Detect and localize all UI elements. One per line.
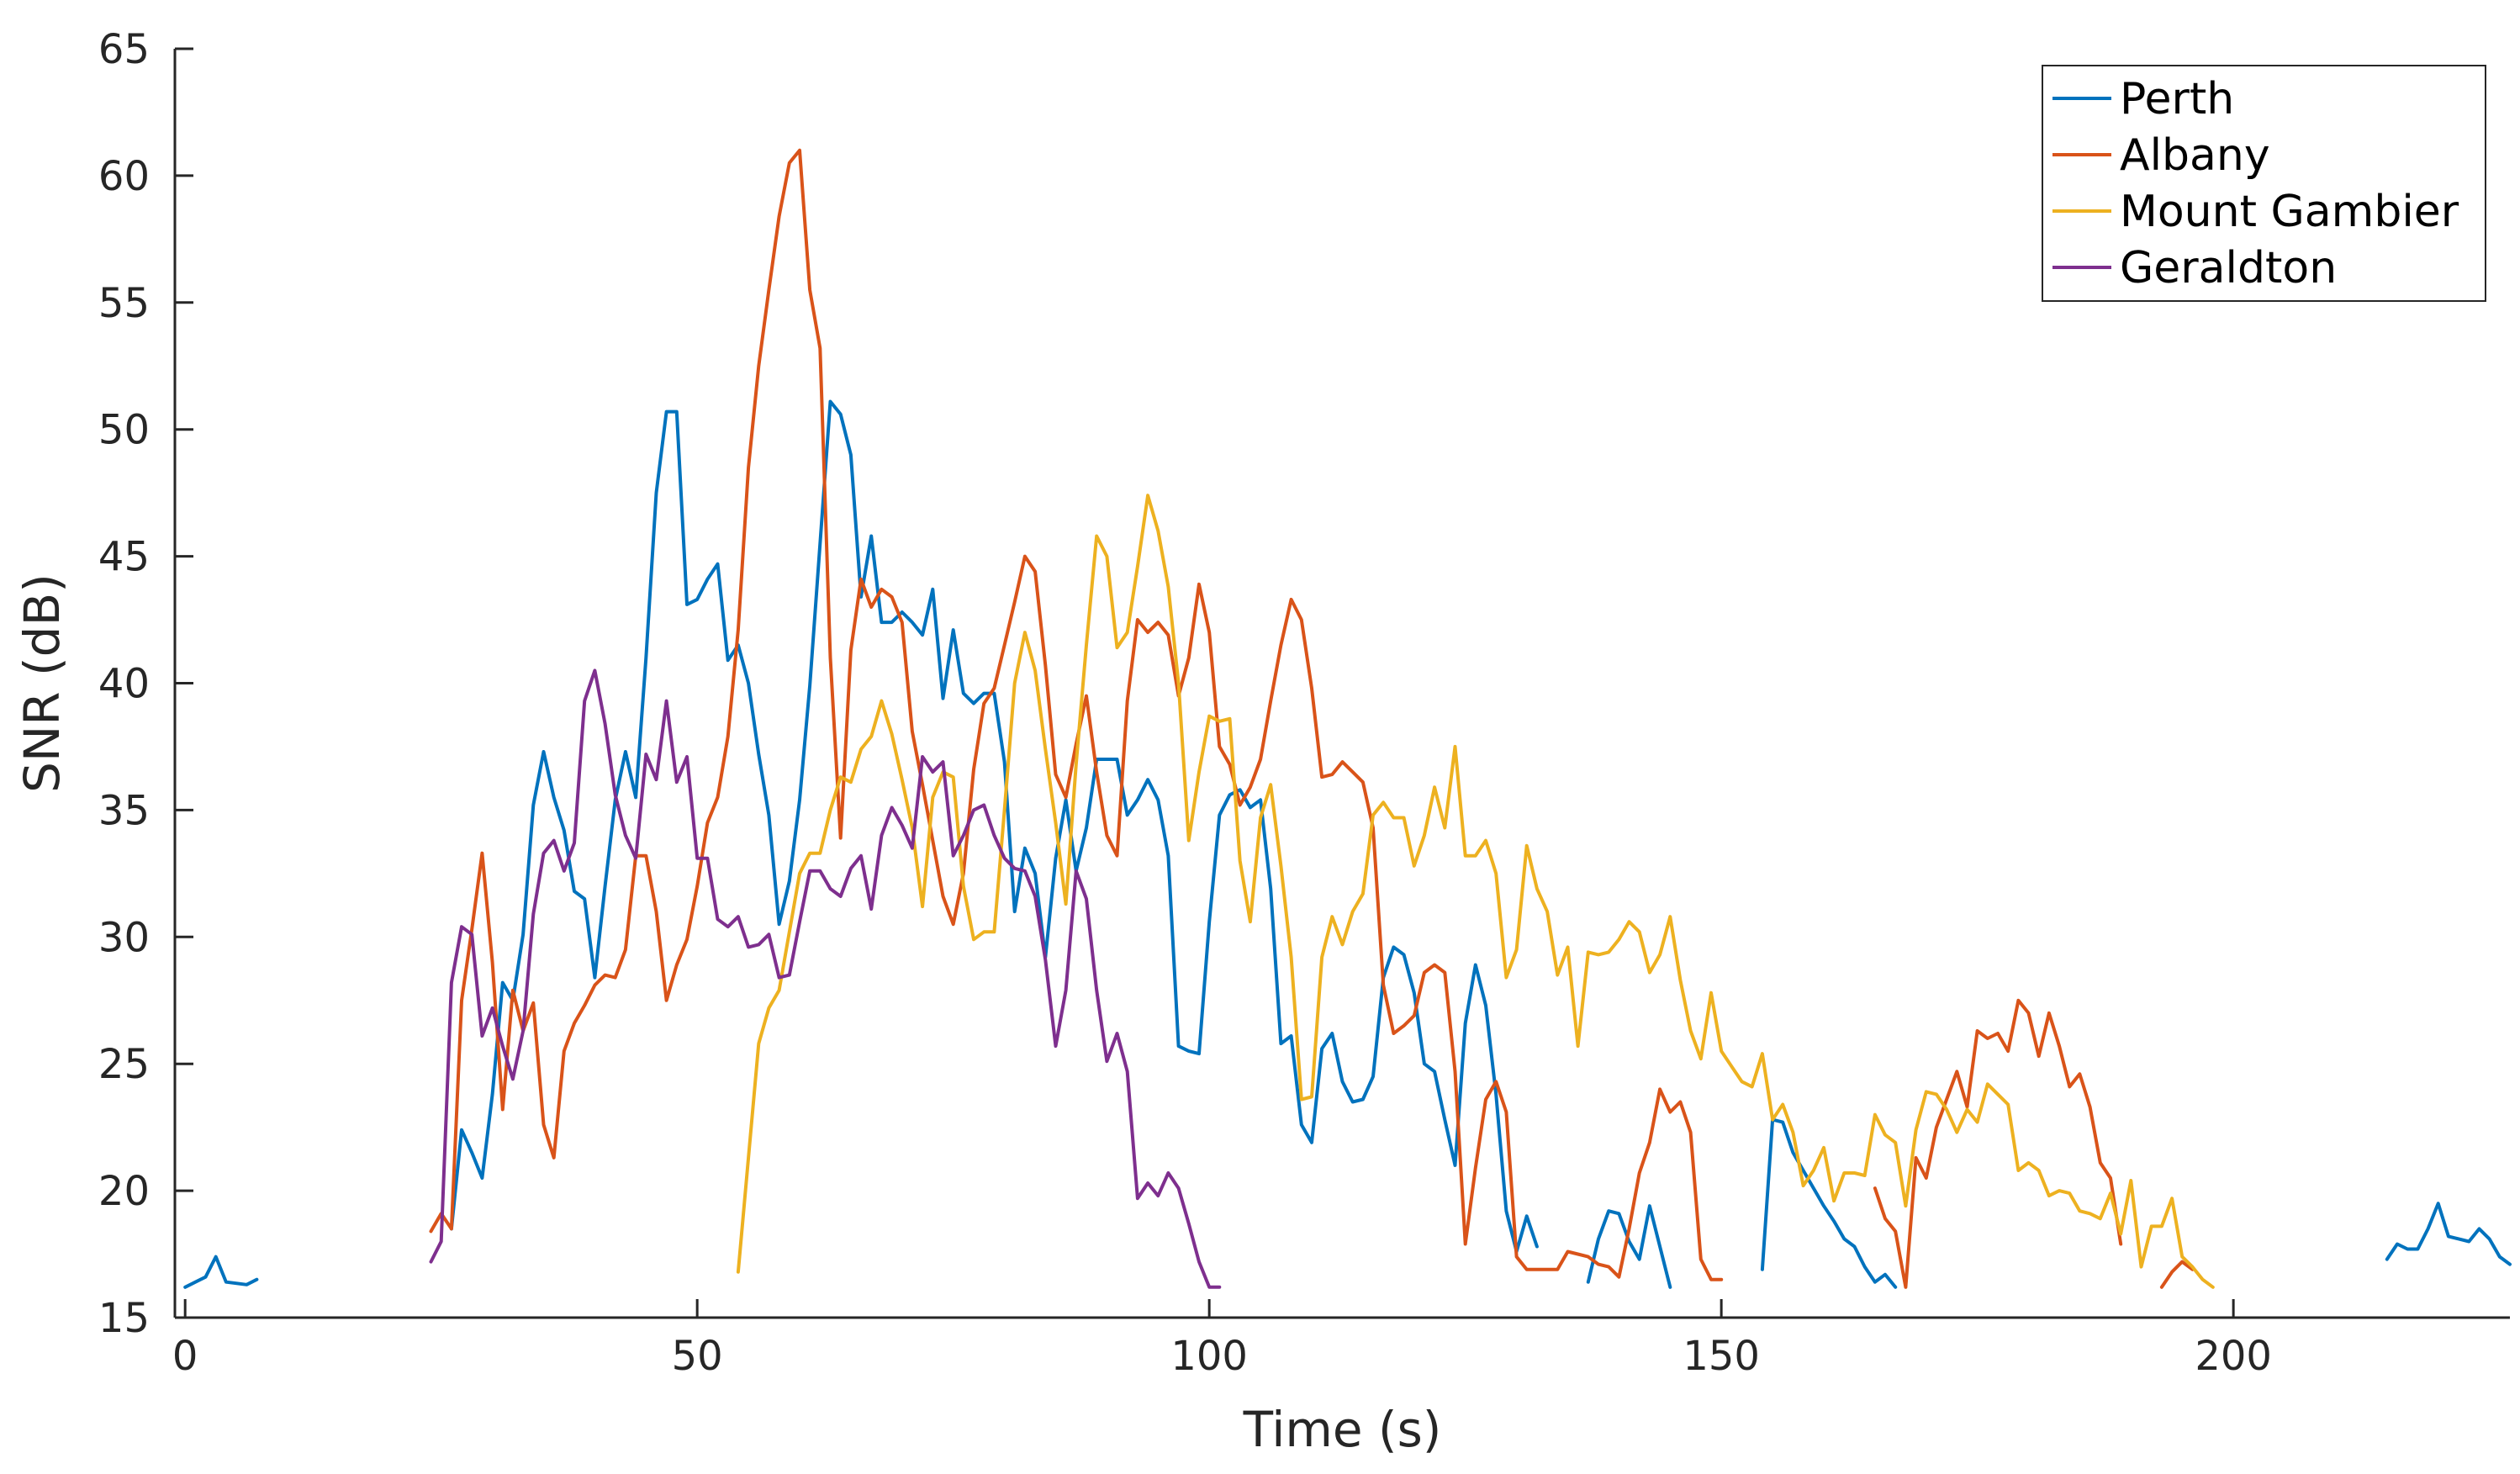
x-tick-label: 100 (1170, 1333, 1248, 1380)
series-line (429, 668, 1222, 1289)
series-line (1586, 1204, 1672, 1289)
legend-box (2042, 65, 2486, 302)
legend-label: Geraldton (2120, 243, 2337, 293)
y-tick-label: 60 (98, 153, 150, 200)
y-tick-label: 45 (98, 534, 150, 581)
series-line (1760, 1117, 1898, 1289)
y-ticks: 15 20 25 30 35 40 45 50 55 60 65 (98, 26, 193, 1342)
x-tick-label: 0 (172, 1333, 198, 1380)
series-geraldton (429, 668, 1222, 1289)
axes-layer: 0 50 100 150 200 15 20 25 30 35 40 45 50 55 60 65 (98, 26, 2510, 1380)
legend: Perth Albany Mount Gambier Geraldton (2042, 65, 2486, 302)
legend-label: Mount Gambier (2120, 187, 2459, 237)
series-line (449, 399, 1539, 1254)
plot-area: 0 50 100 150 200 15 20 25 30 35 40 45 50 55 60 65 (98, 26, 2512, 1380)
series-line (736, 494, 2215, 1289)
series-line (183, 1255, 259, 1289)
x-tick-label: 50 (672, 1333, 723, 1380)
y-axis-label: SNR (dB) (13, 573, 71, 793)
y-tick-label: 55 (98, 280, 150, 327)
x-axis-label: Time (s) (1243, 1401, 1442, 1458)
series-perth (183, 399, 2512, 1289)
series-mount-gambier (736, 494, 2215, 1289)
y-tick-label: 50 (98, 407, 150, 454)
y-tick-label: 40 (98, 661, 150, 708)
y-tick-label: 65 (98, 26, 150, 73)
legend-label: Albany (2120, 130, 2270, 181)
x-tick-label: 200 (2195, 1333, 2272, 1380)
y-tick-label: 25 (98, 1041, 150, 1088)
x-tick-label: 150 (1683, 1333, 1760, 1380)
series-albany (429, 148, 2195, 1289)
y-tick-label: 30 (98, 914, 150, 961)
y-tick-label: 35 (98, 787, 150, 834)
x-ticks: 0 50 100 150 200 (172, 1299, 2272, 1380)
y-tick-label: 20 (98, 1168, 150, 1215)
series-line (2159, 1260, 2195, 1289)
y-tick-label: 15 (98, 1295, 150, 1342)
series-layer (183, 148, 2512, 1289)
series-line (2385, 1202, 2512, 1266)
legend-label: Perth (2120, 74, 2234, 124)
series-line (429, 148, 1724, 1281)
series-line (1873, 998, 2123, 1289)
